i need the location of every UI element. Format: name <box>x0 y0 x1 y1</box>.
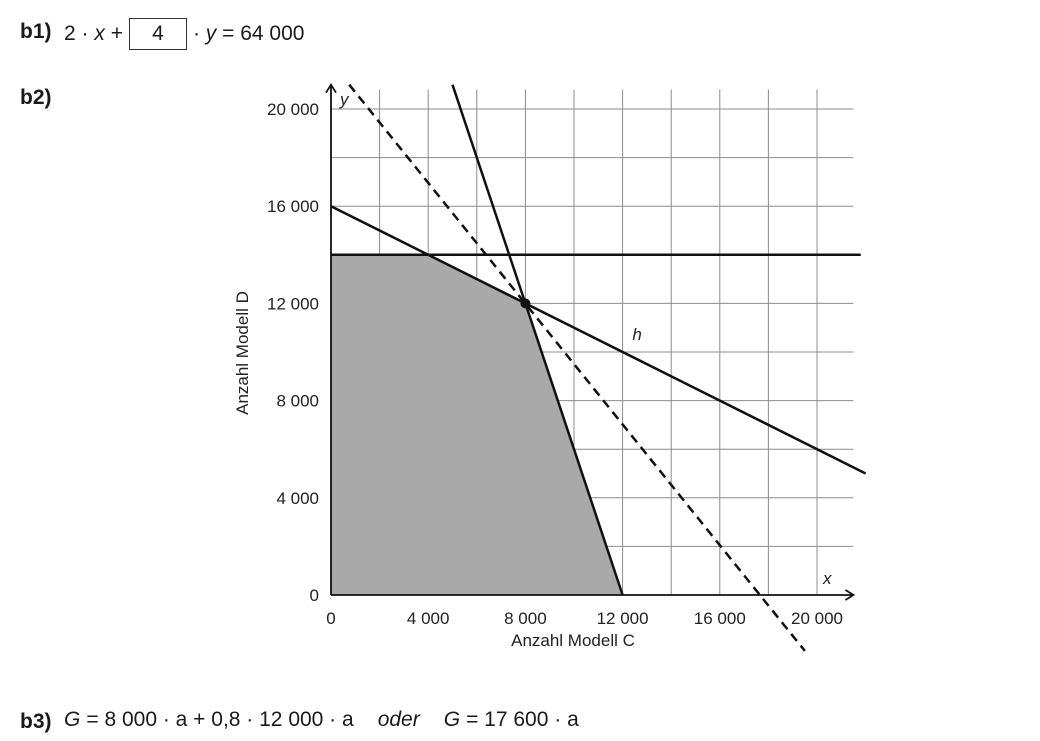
plus-operator: + <box>104 22 123 45</box>
y-tick-label: 20 000 <box>267 100 319 119</box>
equation-b1: 2 · x + 4 · y = 64 000 <box>64 17 304 51</box>
line-labels: h <box>632 325 641 344</box>
x-tick-label: 8 000 <box>504 609 547 628</box>
dot-operator: · <box>75 22 95 45</box>
tick-labels: 0 4 000 8 000 12 000 16 000 20 000 0 4 000 8 000… <box>267 100 843 628</box>
coefficient-x: 2 <box>64 22 76 45</box>
feasible-region <box>331 254 623 596</box>
y-tick-label: 0 <box>310 586 319 605</box>
y-tick-label: 12 000 <box>267 294 319 313</box>
x-tick-label: 20 000 <box>791 609 843 628</box>
task-label-b2: b2) <box>20 86 52 109</box>
marked-point <box>520 298 531 309</box>
line-h <box>330 205 867 475</box>
variable-y: y <box>205 22 217 45</box>
line-steep <box>451 84 624 596</box>
y-axis-title: Anzahl Modell D <box>233 291 252 415</box>
answer-box[interactable]: 4 <box>128 18 187 50</box>
task-label-b3: b3) <box>20 710 52 733</box>
equals-operator: = <box>216 22 241 45</box>
rhs-value: 64 000 <box>240 22 305 45</box>
x-axis-title: Anzahl Modell C <box>511 631 635 650</box>
x-tick-label: 4 000 <box>407 609 450 628</box>
x-tick-label: 0 <box>326 609 335 628</box>
variable-x: x <box>94 22 105 45</box>
variable-g-2: G <box>443 708 461 731</box>
y-tick-label: 16 000 <box>267 197 319 216</box>
expression-2: = 17 600 · a <box>466 708 579 731</box>
x-tick-label: 16 000 <box>694 609 746 628</box>
y-axis-variable: y <box>339 90 350 109</box>
variable-g-1: G <box>64 708 81 731</box>
y-tick-label: 4 000 <box>276 489 319 508</box>
x-axis-arrow <box>844 589 856 601</box>
y-tick-label: 8 000 <box>276 392 319 411</box>
x-tick-label: 12 000 <box>597 609 649 628</box>
task-label-b1: b1) <box>20 20 52 43</box>
line-label-h: h <box>632 325 641 344</box>
constraint-lines <box>330 83 867 652</box>
line-dashed <box>348 83 806 652</box>
equation-b3: G = 8 000 · a + 0,8 · 12 000 · a oder G … <box>64 708 579 732</box>
axes <box>325 83 856 601</box>
x-axis-variable: x <box>822 569 832 588</box>
y-axis-arrow <box>325 83 337 94</box>
connector-oder: oder <box>377 708 420 731</box>
expression-1: = 8 000 · a + 0,8 · 12 000 · a <box>86 708 354 731</box>
dot-operator-2: · <box>192 22 206 45</box>
